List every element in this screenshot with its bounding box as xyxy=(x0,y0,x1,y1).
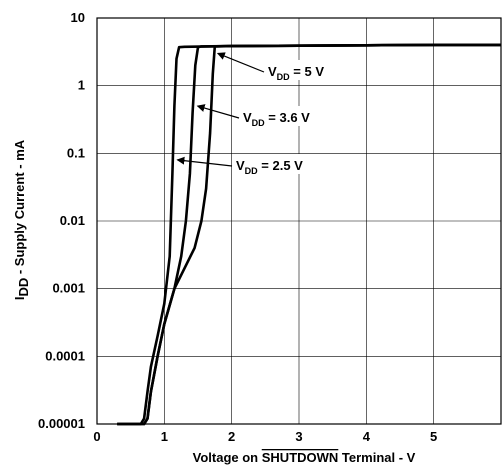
y-tick-label: 10 xyxy=(71,10,85,25)
y-axis-title: IDD - Supply Current - mA xyxy=(12,139,31,300)
y-tick-label: 0.00001 xyxy=(38,416,85,431)
series-annotations: VDD = 5 V VDD = 3.6 V VDD = 2.5 V xyxy=(176,52,327,176)
y-tick-labels: 10 1 0.1 0.01 0.001 0.0001 0.00001 xyxy=(38,10,85,431)
x-tick-label: 5 xyxy=(430,429,437,444)
x-tick-labels: 0 1 2 3 4 5 xyxy=(93,429,437,444)
series-layer xyxy=(117,43,501,426)
annotation-arrow xyxy=(176,156,233,167)
annotation-arrow xyxy=(216,52,265,73)
plot-frame xyxy=(96,17,502,425)
annotation-bg xyxy=(234,154,306,174)
y-tick-label: 0.001 xyxy=(52,281,85,296)
x-tick-label: 2 xyxy=(228,429,235,444)
annotation-arrow xyxy=(196,104,240,119)
y-tick-label: 0.1 xyxy=(67,145,85,160)
x-tick-label: 4 xyxy=(363,429,371,444)
x-tick-label: 1 xyxy=(161,429,168,444)
x-tick-label: 0 xyxy=(93,429,100,444)
annotation-bg xyxy=(266,60,327,80)
series-line-3 xyxy=(117,43,501,426)
x-tick-label: 3 xyxy=(295,429,302,444)
y-tick-label: 0.01 xyxy=(60,213,85,228)
y-tick-label: 0.0001 xyxy=(45,348,85,363)
x-axis-title-overlined: SHUTDOWN xyxy=(262,450,339,465)
series-label-1: VDD = 5 V xyxy=(268,64,324,82)
y-tick-label: 1 xyxy=(78,78,85,93)
series-label-3: VDD = 2.5 V xyxy=(236,158,303,176)
x-axis-title: Voltage on SHUTDOWN Terminal - V xyxy=(193,450,416,465)
series-label-2: VDD = 3.6 V xyxy=(243,110,310,128)
annotation-bg xyxy=(241,106,313,126)
